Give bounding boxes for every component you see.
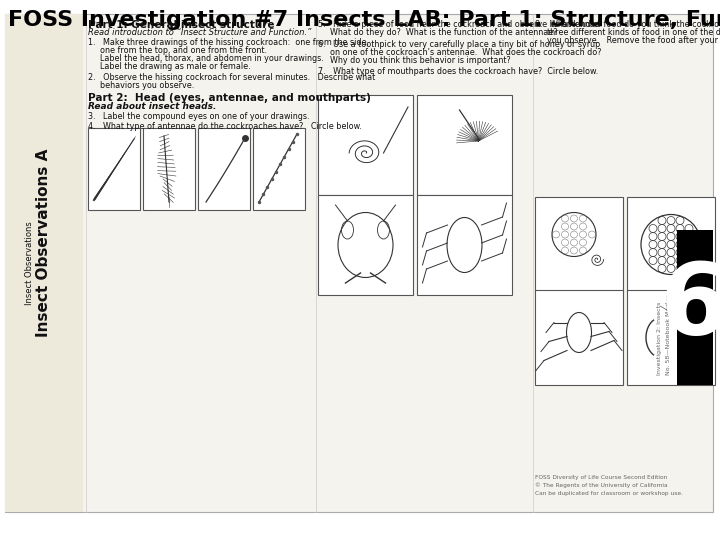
Text: © The Regents of the University of California: © The Regents of the University of Calif… xyxy=(535,482,667,488)
Text: 1.   Make three drawings of the hissing cockroach:  one from the side,: 1. Make three drawings of the hissing co… xyxy=(88,38,369,47)
Text: 3.   Label the compound eyes on one of your drawings.: 3. Label the compound eyes on one of you… xyxy=(88,112,310,121)
Bar xyxy=(318,195,413,295)
Text: Label the head, thorax, and abdomen in your drawings.: Label the head, thorax, and abdomen in y… xyxy=(100,54,324,63)
Text: 7.   What type of mouthparts does the cockroach have?  Circle below.: 7. What type of mouthparts does the cock… xyxy=(318,67,598,76)
Text: Insect Observations A: Insect Observations A xyxy=(37,149,52,337)
Text: Part 1: General insect structure: Part 1: General insect structure xyxy=(88,20,274,30)
Text: Read introduction to “Insect Structure and Function.”: Read introduction to “Insect Structure a… xyxy=(88,28,311,37)
Bar xyxy=(417,95,512,195)
Text: on one of the cockroach’s antennae.  What does the cockroach do?: on one of the cockroach’s antennae. What… xyxy=(330,48,601,57)
Text: Insect Observations: Insect Observations xyxy=(25,221,35,305)
Bar xyxy=(88,128,140,210)
Text: Investigation 2: Insects: Investigation 2: Insects xyxy=(657,302,662,375)
Text: FOSS Diversity of Life Course Second Edition: FOSS Diversity of Life Course Second Edi… xyxy=(535,475,667,480)
Text: Part 2:  Head (eyes, antennae, and mouthparts): Part 2: Head (eyes, antennae, and mouthp… xyxy=(88,93,371,103)
Text: you observe.   Remove the food after your observations.: you observe. Remove the food after your … xyxy=(547,36,720,45)
Bar xyxy=(627,197,715,292)
Bar xyxy=(677,230,713,385)
Text: 2.   Observe the hissing cockroach for several minutes.   Describe what: 2. Observe the hissing cockroach for sev… xyxy=(88,73,375,82)
Text: behaviors you observe.: behaviors you observe. xyxy=(100,81,194,90)
Text: What do they do?  What is the function of the antennae?: What do they do? What is the function of… xyxy=(330,28,557,37)
Text: 6: 6 xyxy=(660,259,720,356)
Bar xyxy=(627,290,715,385)
Text: one from the top, and one from the front.: one from the top, and one from the front… xyxy=(100,46,267,55)
Bar xyxy=(417,195,512,295)
Text: three different kinds of food in one of the dishes.   Describe what: three different kinds of food in one of … xyxy=(547,28,720,37)
Text: 4.   What type of antennae do the cockroaches have?   Circle below.: 4. What type of antennae do the cockroac… xyxy=(88,122,362,131)
Bar xyxy=(318,95,413,195)
Text: Read about insect heads.: Read about insect heads. xyxy=(88,102,217,111)
Bar xyxy=(5,14,83,512)
Text: Can be duplicated for classroom or workshop use.: Can be duplicated for classroom or works… xyxy=(535,491,683,496)
Text: 5.   Hide a piece of food near the cockroach and observe its antennae.: 5. Hide a piece of food near the cockroa… xyxy=(318,20,602,29)
Text: 6.   Use a toothpick to very carefully place a tiny bit of honey or syrup: 6. Use a toothpick to very carefully pla… xyxy=(318,40,600,49)
Text: FOSS Investigation #7 Insects LAB: Part 1: Structure, Function, Behavior: FOSS Investigation #7 Insects LAB: Part … xyxy=(8,10,720,30)
Text: Label the drawing as male or female.: Label the drawing as male or female. xyxy=(100,62,251,71)
Bar xyxy=(535,290,623,385)
Bar xyxy=(253,128,305,210)
Text: No. 58—Notebook Master: No. 58—Notebook Master xyxy=(666,294,671,375)
Bar xyxy=(198,128,250,210)
Bar xyxy=(143,128,195,210)
Text: Why do you think this behavior is important?: Why do you think this behavior is import… xyxy=(330,56,510,65)
Text: 8.   What kind of food do you think the cockroach eats?  Put two or: 8. What kind of food do you think the co… xyxy=(535,20,720,29)
Bar xyxy=(535,197,623,292)
